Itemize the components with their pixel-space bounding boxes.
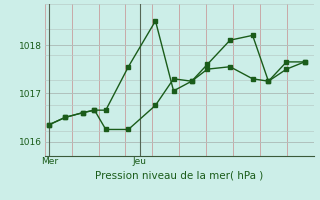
X-axis label: Pression niveau de la mer( hPa ): Pression niveau de la mer( hPa ) xyxy=(95,171,263,181)
